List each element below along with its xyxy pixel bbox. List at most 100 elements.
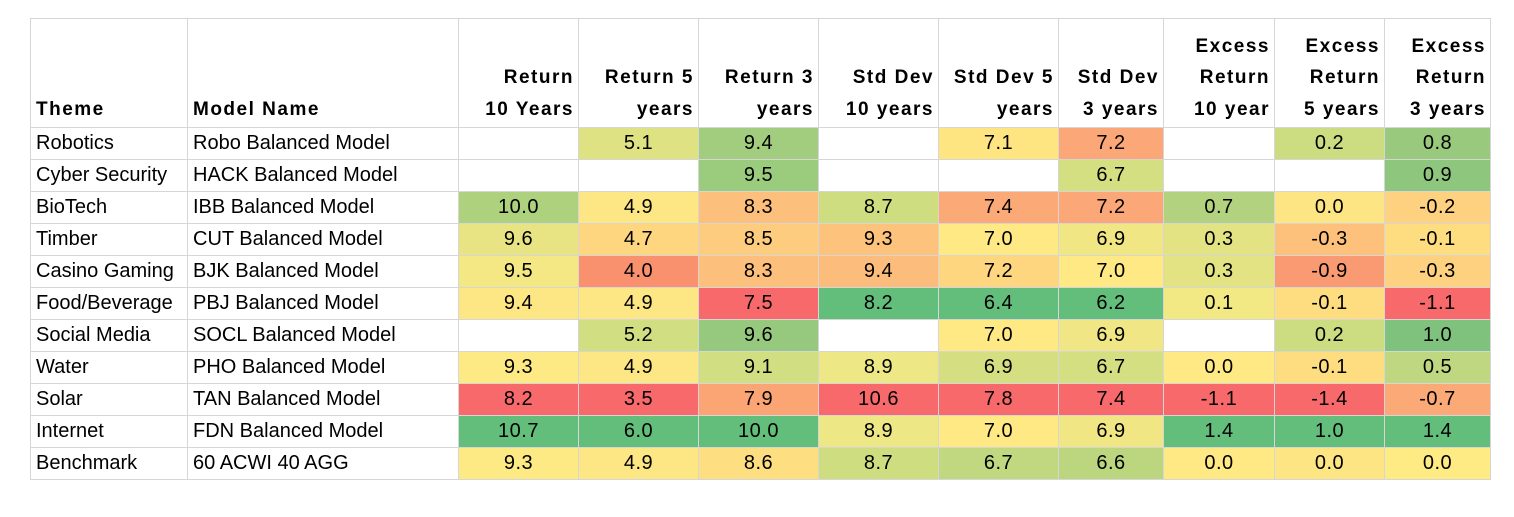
model-name-cell: TAN Balanced Model [187, 383, 459, 416]
model-name-cell: PBJ Balanced Model [187, 287, 459, 320]
value-cell: 3.5 [578, 383, 699, 416]
value-cell: 4.9 [578, 351, 699, 384]
value-cell: 4.0 [578, 255, 699, 288]
model-name-cell: SOCL Balanced Model [187, 319, 459, 352]
value-cell: -1.4 [1274, 383, 1385, 416]
value-cell: 6.7 [938, 447, 1059, 480]
value-cell: 6.9 [1058, 223, 1164, 256]
value-cell: 10.0 [698, 415, 819, 448]
value-cell: -0.7 [1384, 383, 1491, 416]
value-cell: 4.7 [578, 223, 699, 256]
value-cell: 9.6 [458, 223, 579, 256]
table-body: Robotics Robo Balanced Model 5.1 9.4 7.1 7.2 0… [30, 127, 1491, 480]
value-cell: 0.0 [1163, 447, 1275, 480]
theme-cell: Water [30, 351, 188, 384]
value-cell: 8.2 [458, 383, 579, 416]
value-cell: 7.8 [938, 383, 1059, 416]
value-cell: 5.1 [578, 127, 699, 160]
value-cell: 7.0 [938, 223, 1059, 256]
column-header: Std Dev 10 years [818, 18, 939, 128]
value-cell: 6.0 [578, 415, 699, 448]
column-header-line: Return [1309, 67, 1380, 88]
column-header: Std Dev 5 years [938, 18, 1059, 128]
table-row: Solar TAN Balanced Model 8.2 3.5 7.9 10.6 7.8 7… [30, 383, 1491, 416]
column-header: Excess Return 5 years [1274, 18, 1385, 128]
value-cell: 4.9 [578, 287, 699, 320]
column-header-line: 5 years [1303, 98, 1380, 120]
model-name-cell: HACK Balanced Model [187, 159, 459, 192]
value-cell: 7.2 [938, 255, 1059, 288]
column-header: Return 3 years [698, 18, 819, 128]
value-cell: 4.9 [578, 191, 699, 224]
column-header-line: 10 Years [485, 98, 574, 120]
value-cell: 7.0 [938, 319, 1059, 352]
value-cell: 7.4 [938, 191, 1059, 224]
value-cell: 0.0 [1274, 191, 1385, 224]
model-name-cell: Robo Balanced Model [187, 127, 459, 160]
value-cell: 9.4 [458, 287, 579, 320]
value-cell [938, 159, 1059, 192]
value-cell: -0.1 [1274, 351, 1385, 384]
theme-cell: BioTech [30, 191, 188, 224]
value-cell: 1.0 [1274, 415, 1385, 448]
value-cell: 1.4 [1384, 415, 1491, 448]
theme-cell: Internet [30, 415, 188, 448]
value-cell [818, 319, 939, 352]
column-header: Return 5 years [578, 18, 699, 128]
column-header-line: 3 years [1082, 98, 1159, 120]
column-header-line: Std Dev [1077, 67, 1159, 88]
value-cell [1274, 159, 1385, 192]
value-cell: 0.3 [1163, 223, 1275, 256]
column-header-line: Excess [1411, 35, 1486, 57]
column-header: Theme [30, 18, 188, 128]
value-cell: 7.2 [1058, 127, 1164, 160]
column-header-line: years [636, 98, 694, 120]
value-cell: 9.4 [818, 255, 939, 288]
value-cell: 0.2 [1274, 127, 1385, 160]
value-cell: 0.5 [1384, 351, 1491, 384]
value-cell: 6.9 [938, 351, 1059, 384]
table-row: Timber CUT Balanced Model 9.6 4.7 8.5 9.3 7.0 6… [30, 223, 1491, 256]
column-header: Excess Return 10 year [1163, 18, 1275, 128]
value-cell: -0.3 [1274, 223, 1385, 256]
value-cell [578, 159, 699, 192]
value-cell: -0.9 [1274, 255, 1385, 288]
column-header: Std Dev 3 years [1058, 18, 1164, 128]
model-name-cell: CUT Balanced Model [187, 223, 459, 256]
value-cell: 8.7 [818, 447, 939, 480]
value-cell: 1.4 [1163, 415, 1275, 448]
value-cell: 7.0 [938, 415, 1059, 448]
value-cell [818, 127, 939, 160]
column-header: Return 10 Years [458, 18, 579, 128]
value-cell: 6.6 [1058, 447, 1164, 480]
value-cell: 8.5 [698, 223, 819, 256]
value-cell: 9.3 [458, 447, 579, 480]
value-cell: 0.2 [1274, 319, 1385, 352]
value-cell: 0.0 [1274, 447, 1385, 480]
column-header-line: 10 years [845, 98, 934, 120]
value-cell: 0.1 [1163, 287, 1275, 320]
theme-cell: Casino Gaming [30, 255, 188, 288]
value-cell: 6.7 [1058, 159, 1164, 192]
value-cell [1163, 159, 1275, 192]
value-cell: 10.6 [818, 383, 939, 416]
value-cell: 4.9 [578, 447, 699, 480]
value-cell: 10.0 [458, 191, 579, 224]
value-cell [458, 159, 579, 192]
column-header-line: 3 years [1409, 98, 1486, 120]
column-header-line: Theme [36, 98, 105, 120]
column-header-line: Return 3 [724, 67, 814, 88]
column-header: Excess Return 3 years [1384, 18, 1491, 128]
value-cell [1163, 127, 1275, 160]
data-table: Theme Model Name Return 10 Years Return 5 yea… [30, 18, 1491, 480]
value-cell: 9.3 [818, 223, 939, 256]
column-header-line: Excess [1305, 35, 1380, 57]
theme-cell: Benchmark [30, 447, 188, 480]
value-cell: 0.7 [1163, 191, 1275, 224]
table-row: Cyber Security HACK Balanced Model 9.5 6.7 0… [30, 159, 1491, 192]
table-row: BioTech IBB Balanced Model 10.0 4.9 8.3 8.7 7.… [30, 191, 1491, 224]
column-header-line: Return 5 [604, 67, 694, 88]
theme-cell: Solar [30, 383, 188, 416]
column-header-line: Std Dev 5 [953, 67, 1054, 88]
value-cell: 0.9 [1384, 159, 1491, 192]
